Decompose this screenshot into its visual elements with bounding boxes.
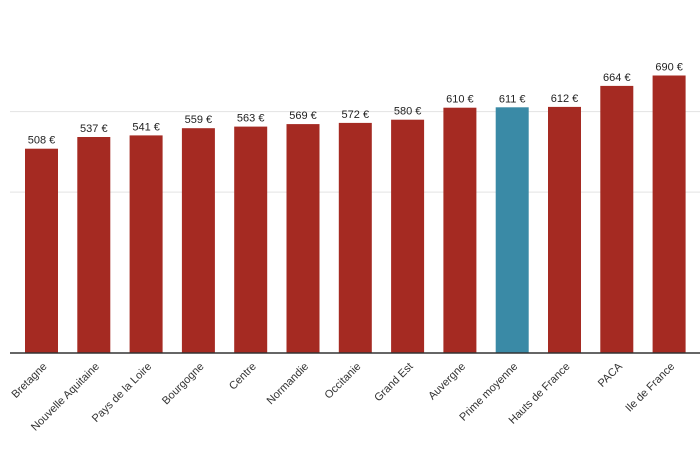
x-tick-label-5: Centre — [227, 361, 259, 393]
value-label-10: 611 € — [499, 93, 526, 105]
value-label-11: 612 € — [551, 93, 579, 105]
bar-1 — [25, 148, 58, 353]
value-label-4: 559 € — [185, 114, 213, 126]
bar-3 — [129, 135, 163, 353]
x-tick-label-1: Bretagne — [10, 361, 50, 401]
x-tick-label-13: Ile de France — [623, 361, 677, 415]
x-tick-label-9: Auvergne — [426, 361, 468, 403]
bar-7 — [338, 122, 372, 354]
value-label-12: 664 € — [603, 72, 631, 84]
x-tick-label-4: Bourgogne — [160, 361, 207, 408]
value-label-3: 541 € — [132, 121, 160, 133]
value-label-13: 690 € — [655, 62, 683, 74]
bar-10 — [495, 107, 529, 353]
bar-12 — [600, 85, 634, 354]
bar-5 — [234, 126, 268, 353]
x-tick-label-6: Normandie — [265, 361, 312, 408]
value-label-2: 537 € — [80, 123, 108, 135]
value-label-9: 610 € — [446, 94, 474, 106]
bar-2 — [77, 137, 111, 353]
x-tick-label-7: Occitanie — [323, 361, 364, 402]
bar-6 — [286, 124, 320, 353]
value-label-7: 572 € — [342, 109, 370, 121]
value-label-1: 508 € — [28, 135, 56, 147]
value-label-8: 580 € — [394, 106, 422, 118]
bar-4 — [181, 128, 215, 353]
bar-11 — [548, 106, 581, 354]
bar-13 — [652, 75, 686, 353]
value-label-6: 569 € — [289, 110, 317, 122]
x-tick-label-12: PACA — [596, 360, 626, 390]
value-label-5: 563 € — [237, 113, 265, 125]
bar-9 — [443, 107, 477, 353]
x-tick-label-8: Grand Est — [372, 361, 416, 405]
bar-8 — [391, 119, 425, 353]
